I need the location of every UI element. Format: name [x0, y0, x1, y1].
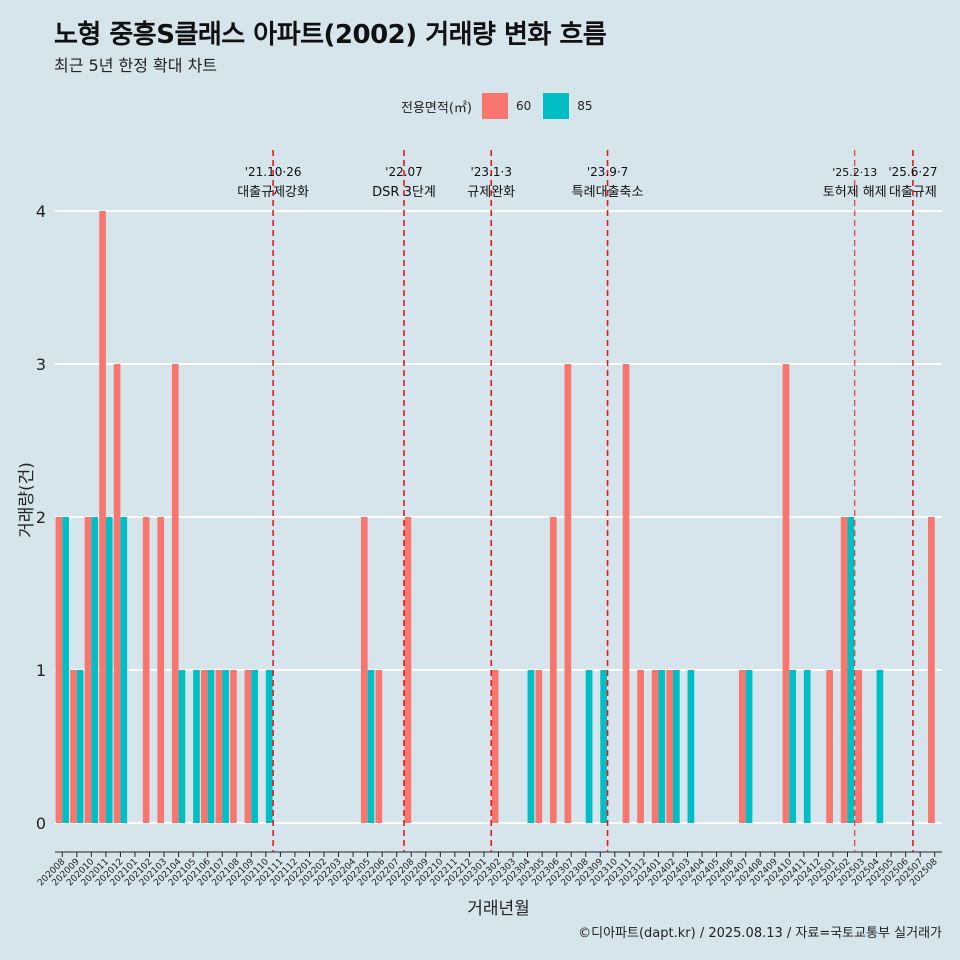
- bar-60-202104: [171, 364, 179, 823]
- legend-title: 전용면적(㎡): [401, 100, 472, 116]
- bar-85-202008: [62, 517, 69, 823]
- event-date-label: '25.2·13: [832, 166, 877, 179]
- bar-60-202107: [215, 670, 223, 823]
- bar-60-202108: [230, 670, 237, 823]
- bar-85-202401: [658, 670, 666, 823]
- y-tick-label: 4: [36, 202, 46, 221]
- legend: 전용면적(㎡) 60 85: [401, 93, 605, 119]
- bar-60-202508: [928, 517, 935, 823]
- bar-85-202402: [672, 670, 680, 823]
- chart-title: 노형 중흥S클래스 아파트(2002) 거래량 변화 흐름: [54, 20, 607, 50]
- bar-60-202311: [622, 364, 630, 823]
- bar-60-202407: [739, 670, 746, 823]
- bar-60-202009: [70, 670, 77, 823]
- legend-swatch-60: [481, 93, 508, 119]
- bar-85-202105: [193, 670, 200, 823]
- bar-60-202502: [840, 517, 848, 823]
- bar-60-202109: [244, 670, 252, 823]
- bar-60-202402: [666, 670, 673, 823]
- bar-85-202104: [178, 670, 186, 823]
- source-caption: ©디아파트(dapt.kr) / 2025.08.13 / 자료=국토교통부 실…: [578, 926, 942, 941]
- bar-85-202011: [105, 517, 113, 823]
- bar-85-202107: [222, 670, 229, 823]
- event-date-label: '22.07: [385, 165, 423, 179]
- bar-85-202010: [91, 517, 99, 823]
- bar-60-202102: [142, 517, 150, 823]
- bar-60-202012: [113, 364, 121, 823]
- bar-60-202106: [200, 670, 208, 823]
- bar-60-202306: [549, 517, 557, 823]
- bar-85-202407: [745, 670, 753, 823]
- y-tick-label: 1: [36, 661, 46, 680]
- bar-60-202208: [404, 517, 412, 823]
- bar-85-202009: [76, 670, 84, 823]
- legend-item-60: 60: [481, 93, 532, 119]
- bar-60-202305: [535, 670, 543, 823]
- bar-60-202503: [855, 670, 863, 823]
- bar-60-202302: [491, 670, 499, 823]
- bar-85-202205: [367, 670, 375, 823]
- x-axis-title: 거래년월: [467, 899, 530, 919]
- bar-85-202403: [687, 670, 695, 823]
- event-date-label: '23.9·7: [587, 165, 628, 179]
- legend-swatch-85: [543, 93, 570, 119]
- event-name-label: 대출규제: [889, 185, 937, 200]
- bar-60-202312: [637, 670, 644, 823]
- bar-85-202411: [803, 670, 811, 823]
- legend-label-60: 60: [515, 99, 532, 113]
- chart-subtitle: 최근 5년 한정 확대 차트: [54, 56, 218, 75]
- bar-60-202307: [564, 364, 572, 823]
- y-tick-label: 2: [36, 508, 46, 527]
- bar-85-202012: [120, 517, 128, 823]
- bar-85-202109: [251, 670, 258, 823]
- legend-item-85: 85: [543, 93, 593, 119]
- bar-85-202304: [527, 670, 535, 823]
- bar-60-202410: [782, 364, 790, 823]
- bar-60-202206: [375, 670, 383, 823]
- bar-85-202410: [789, 670, 797, 823]
- bar-60-202205: [360, 517, 368, 823]
- event-name-label: 규제완화: [467, 185, 515, 200]
- y-tick-label: 3: [36, 355, 46, 374]
- event-date-label: '25.6·27: [888, 165, 937, 179]
- event-date-label: '23.1·3: [470, 165, 511, 179]
- event-name-label: 대출규제강화: [237, 185, 309, 200]
- bar-85-202502: [847, 517, 855, 823]
- y-axis-title: 거래량(건): [17, 462, 37, 538]
- bar-60-202010: [84, 517, 92, 823]
- event-date-label: '21.10·26: [245, 165, 302, 179]
- bar-60-202011: [99, 211, 106, 823]
- event-name-label: DSR 3단계: [372, 185, 436, 200]
- bar-60-202501: [826, 670, 833, 823]
- bar-85-202504: [876, 670, 884, 823]
- bar-85-202308: [585, 670, 593, 823]
- bar-85-202110: [265, 670, 273, 823]
- event-name-label: 토허제 해제: [823, 185, 887, 200]
- bar-60-202103: [157, 517, 165, 823]
- bar-85-202309: [600, 670, 607, 823]
- bar-85-202106: [207, 670, 215, 823]
- event-name-label: 특례대출축소: [572, 185, 644, 200]
- legend-label-85: 85: [577, 99, 593, 113]
- bar-60-202008: [55, 517, 63, 823]
- y-tick-label: 0: [36, 814, 46, 833]
- bar-60-202401: [651, 670, 659, 823]
